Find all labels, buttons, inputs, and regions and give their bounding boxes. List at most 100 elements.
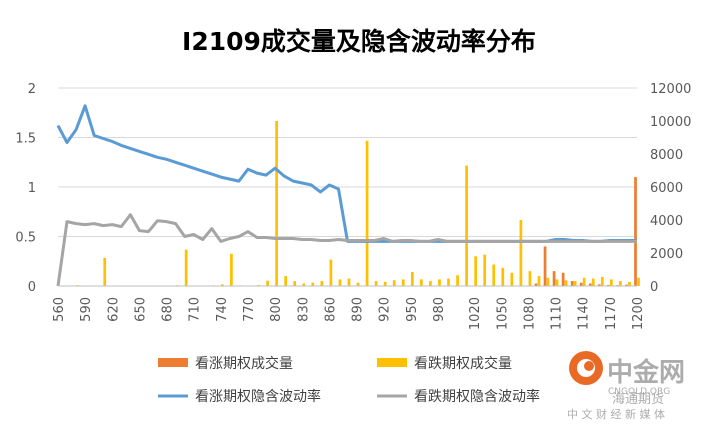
bar-put-volume	[519, 220, 523, 286]
x-tick-label: 620	[106, 297, 121, 322]
bar-put-volume	[320, 281, 324, 286]
legend-label-call-volume: 看涨期权成交量	[195, 355, 293, 372]
bar-put-volume	[564, 280, 568, 286]
bar-put-volume	[410, 271, 414, 286]
bar-put-volume	[447, 278, 450, 286]
x-tick-label: 830	[296, 297, 311, 322]
y-right-tick-label: 2000	[650, 247, 683, 262]
y-right-tick-label: 4000	[650, 214, 683, 229]
legend-label-call-iv: 看涨期权隐含波动率	[195, 388, 321, 405]
gridlines	[58, 87, 637, 287]
y-left-tick-label: 0.5	[15, 231, 36, 246]
x-tick-label: 920	[378, 297, 393, 322]
bar-put-volume	[266, 280, 269, 286]
y-left-tick-label: 2	[28, 82, 36, 97]
bar-put-volume	[501, 267, 505, 286]
y-right-tick-label: 0	[650, 280, 658, 295]
line-call-iv	[56, 104, 637, 243]
bar-series	[58, 121, 640, 286]
y-right-tick-label: 8000	[650, 148, 683, 163]
bar-put-volume	[528, 271, 532, 286]
y-right-tick-label: 10000	[650, 115, 691, 130]
watermark-name: 中金网	[607, 357, 685, 388]
x-tick-label: 650	[133, 297, 148, 322]
y-left-tick-label: 0	[28, 280, 36, 295]
x-tick-label: 1110	[550, 297, 565, 330]
bar-put-volume	[555, 279, 559, 286]
bar-put-volume	[600, 276, 604, 286]
bar-put-volume	[420, 279, 423, 286]
bar-call-volume	[634, 177, 637, 286]
watermark-slogan: 中 文 财 经 新 媒 体	[567, 407, 665, 421]
bar-call-volume	[597, 284, 601, 286]
bar-put-volume	[492, 264, 496, 286]
watermark-domain: CNGOLD.ORG	[608, 387, 670, 397]
legend-label-put-iv: 看跌期权隐含波动率	[414, 388, 540, 405]
bar-put-volume	[401, 279, 405, 286]
x-tick-label: 1140	[577, 297, 592, 330]
right-y-axis: 0 2000 4000 6000 8000 10000 12000	[650, 82, 691, 295]
x-tick-label: 590	[79, 297, 94, 322]
y-left-tick-label: 1.5	[15, 132, 36, 147]
x-tick-label: 740	[215, 297, 230, 322]
bar-put-volume	[456, 275, 459, 286]
x-tick-label: 860	[323, 297, 338, 322]
x-tick-label: 980	[432, 297, 447, 322]
chart-title: I2109成交量及隐含波动率分布	[182, 27, 536, 56]
bar-put-volume	[537, 276, 541, 286]
y-right-tick-label: 6000	[650, 181, 683, 196]
bar-put-volume	[347, 278, 351, 286]
bar-call-volume	[552, 271, 556, 286]
bar-put-volume	[609, 279, 613, 286]
bar-put-volume	[184, 249, 188, 286]
y-left-tick-label: 1	[28, 181, 36, 196]
bar-put-volume	[546, 277, 550, 286]
x-tick-label: 680	[161, 297, 176, 322]
bar-put-volume	[311, 282, 315, 286]
bar-put-volume	[220, 284, 224, 286]
bar-put-volume	[438, 279, 441, 286]
bar-put-volume	[293, 281, 297, 286]
bar-put-volume	[374, 281, 378, 286]
bar-put-volume	[637, 277, 640, 286]
bar-call-volume	[570, 281, 574, 286]
x-tick-label: 800	[269, 297, 284, 322]
bar-put-volume	[103, 257, 107, 286]
legend-label-put-volume: 看跌期权成交量	[414, 355, 512, 372]
x-tick-label: 1020	[468, 297, 483, 330]
x-tick-label: 950	[405, 297, 420, 322]
bar-call-volume	[543, 246, 547, 286]
bar-put-volume	[383, 281, 387, 286]
bar-put-volume	[465, 165, 468, 286]
bar-put-volume	[356, 282, 360, 286]
x-tick-label: 1080	[522, 297, 537, 330]
x-tick-label: 1170	[604, 297, 619, 330]
bar-put-volume	[483, 254, 487, 286]
bar-put-volume	[329, 259, 333, 286]
x-tick-label: 770	[242, 297, 257, 322]
x-tick-label: 560	[52, 297, 67, 322]
x-tick-label: 890	[351, 297, 366, 322]
bar-put-volume	[392, 280, 396, 286]
bar-put-volume	[429, 281, 432, 286]
bar-put-volume	[582, 277, 586, 286]
x-tick-label: 1200	[631, 297, 646, 330]
bar-put-volume	[284, 276, 288, 286]
bar-put-volume	[230, 253, 233, 286]
legend: 看涨期权成交量 看跌期权成交量 看涨期权隐含波动率 看跌期权隐含波动率	[158, 355, 540, 405]
bar-put-volume	[302, 283, 306, 286]
line-series	[56, 104, 637, 287]
bar-put-volume	[474, 256, 478, 286]
bar-put-volume	[628, 281, 631, 286]
bar-put-volume	[510, 272, 514, 286]
bar-call-volume	[534, 283, 538, 286]
bar-call-volume	[561, 272, 565, 286]
bar-put-volume	[619, 281, 622, 286]
bar-put-volume	[365, 140, 369, 286]
line-put-iv	[56, 213, 637, 287]
bar-put-volume	[338, 279, 342, 286]
legend-swatch-call-volume	[158, 358, 188, 367]
x-tick-label: 710	[188, 297, 203, 322]
y-right-tick-label: 12000	[650, 82, 691, 97]
